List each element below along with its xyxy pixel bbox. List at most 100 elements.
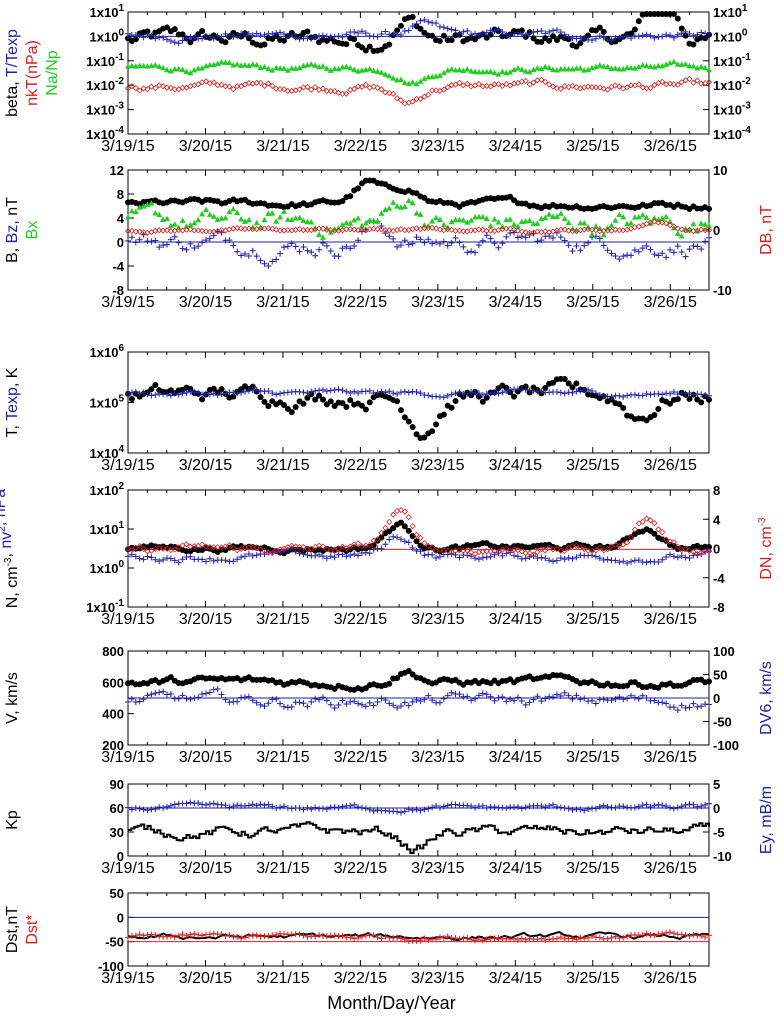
point <box>589 231 596 237</box>
point <box>698 246 705 253</box>
point <box>409 698 416 705</box>
point <box>514 227 521 234</box>
panel-frame <box>127 892 710 967</box>
point <box>565 66 572 72</box>
point <box>495 550 502 557</box>
point <box>635 520 642 527</box>
point <box>421 806 428 813</box>
y2-tick-label: 0 <box>713 542 720 557</box>
point <box>288 703 295 710</box>
point <box>592 700 599 707</box>
point <box>202 237 209 244</box>
point <box>343 243 350 250</box>
point <box>269 225 276 232</box>
point <box>471 550 479 558</box>
point <box>199 396 206 403</box>
point <box>253 699 260 706</box>
point <box>456 227 463 234</box>
y-tick-label: 60 <box>110 801 124 816</box>
point <box>663 220 670 227</box>
x-tick-label: 3/25/15 <box>566 860 619 877</box>
point <box>542 30 549 37</box>
point <box>339 543 346 550</box>
point <box>600 802 607 809</box>
point <box>487 693 494 700</box>
point <box>546 802 553 809</box>
point <box>323 546 330 553</box>
point <box>312 34 319 41</box>
point <box>362 219 369 226</box>
point <box>132 228 139 235</box>
point <box>335 253 342 260</box>
point <box>300 400 307 407</box>
series-black-dot <box>125 375 712 442</box>
series-red-diam <box>124 506 713 558</box>
point <box>288 409 295 416</box>
point <box>604 546 611 553</box>
point <box>491 389 498 396</box>
point <box>397 97 405 104</box>
point <box>690 700 697 707</box>
point <box>452 67 459 73</box>
x-tick-label: 3/21/15 <box>256 611 309 628</box>
point <box>542 63 549 70</box>
point <box>639 211 646 218</box>
point <box>479 30 486 37</box>
point <box>413 225 420 232</box>
y-axis-label: B, Bz, nT <box>4 197 21 263</box>
point <box>553 85 560 92</box>
point <box>448 226 455 233</box>
point <box>511 30 518 37</box>
point <box>616 392 623 399</box>
point <box>483 82 490 90</box>
panel-N: 3/19/15 3/20/15 3/21/15 3/22/15 3/23/15 3/24/… <box>0 481 775 628</box>
point <box>354 227 362 234</box>
x-tick-label: 3/20/15 <box>179 749 232 766</box>
point <box>468 217 475 223</box>
x-tick-label: 3/25/15 <box>566 294 619 311</box>
point <box>401 203 408 210</box>
point <box>269 549 276 557</box>
point <box>277 390 284 397</box>
point <box>706 396 712 403</box>
point <box>479 802 486 809</box>
point <box>277 85 284 93</box>
point <box>144 86 151 93</box>
point <box>241 553 248 560</box>
y2-tick-label: -100 <box>713 738 739 753</box>
point <box>409 240 416 247</box>
point <box>491 551 498 558</box>
point <box>265 65 272 72</box>
point <box>495 244 502 251</box>
point <box>706 678 712 685</box>
point <box>191 695 198 702</box>
point <box>370 932 377 939</box>
point <box>249 225 256 233</box>
x-tick-label: 3/19/15 <box>101 138 154 155</box>
point <box>604 63 611 70</box>
point <box>245 216 252 223</box>
y-tick-label: 800 <box>102 644 124 659</box>
point <box>444 242 451 249</box>
point <box>222 557 229 564</box>
point <box>596 24 603 31</box>
point <box>565 544 572 552</box>
y-tick-label: 0 <box>117 849 124 864</box>
point <box>433 803 440 810</box>
point <box>690 548 697 555</box>
point <box>300 244 307 251</box>
point <box>226 83 233 90</box>
point <box>561 226 568 233</box>
point <box>483 548 490 555</box>
point <box>425 692 432 699</box>
point <box>706 30 712 37</box>
point <box>526 217 533 224</box>
point <box>202 228 210 235</box>
point <box>530 29 537 36</box>
point <box>183 389 190 396</box>
point <box>417 534 424 541</box>
point <box>238 389 245 396</box>
x-tick-label: 3/26/15 <box>644 860 697 877</box>
point <box>397 407 404 414</box>
point <box>518 31 525 38</box>
